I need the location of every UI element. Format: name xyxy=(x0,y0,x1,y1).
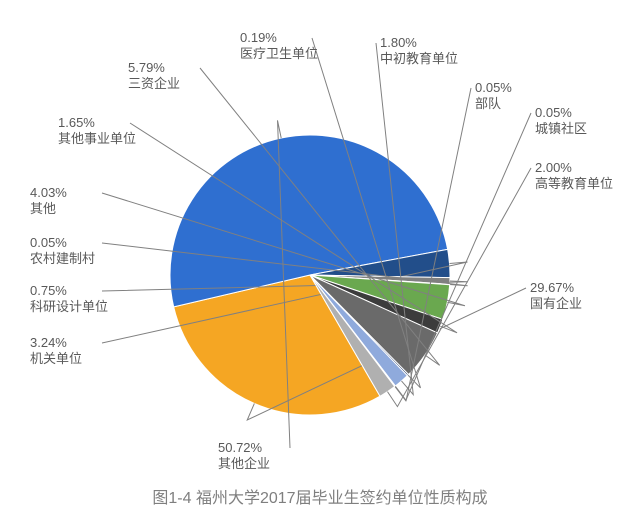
slice-label: 5.79%三资企业 xyxy=(128,60,180,93)
slice-label: 0.05%城镇社区 xyxy=(535,105,587,138)
slice-label: 50.72%其他企业 xyxy=(218,440,270,473)
slice-name: 城镇社区 xyxy=(535,121,587,137)
slice-name: 高等教育单位 xyxy=(535,176,613,192)
slice-label: 1.80%中初教育单位 xyxy=(380,35,458,68)
slice-label: 4.03%其他 xyxy=(30,185,67,218)
slice-percent: 4.03% xyxy=(30,185,67,201)
slice-name: 其他事业单位 xyxy=(58,131,136,147)
slice-label: 0.75%科研设计单位 xyxy=(30,283,108,316)
slice-name: 三资企业 xyxy=(128,76,180,92)
slice-name: 部队 xyxy=(475,96,512,112)
slice-percent: 1.80% xyxy=(380,35,458,51)
slice-percent: 0.75% xyxy=(30,283,108,299)
slice-percent: 0.19% xyxy=(240,30,318,46)
slice-name: 国有企业 xyxy=(530,296,582,312)
slice-percent: 29.67% xyxy=(530,280,582,296)
chart-caption: 图1-4 福州大学2017届毕业生签约单位性质构成 xyxy=(0,484,640,508)
slice-name: 医疗卫生单位 xyxy=(240,46,318,62)
slice-name: 机关单位 xyxy=(30,351,82,367)
slice-percent: 0.05% xyxy=(30,235,95,251)
slice-name: 中初教育单位 xyxy=(380,51,458,67)
slice-percent: 0.05% xyxy=(475,80,512,96)
slice-name: 其他企业 xyxy=(218,456,270,472)
slice-percent: 50.72% xyxy=(218,440,270,456)
slice-label: 0.05%部队 xyxy=(475,80,512,113)
slice-label: 3.24%机关单位 xyxy=(30,335,82,368)
slice-name: 科研设计单位 xyxy=(30,299,108,315)
slice-label: 29.67%国有企业 xyxy=(530,280,582,313)
slice-percent: 1.65% xyxy=(58,115,136,131)
slice-name: 农村建制村 xyxy=(30,251,95,267)
slice-percent: 3.24% xyxy=(30,335,82,351)
pie-chart xyxy=(0,0,640,500)
slice-percent: 5.79% xyxy=(128,60,180,76)
slice-percent: 2.00% xyxy=(535,160,613,176)
slice-label: 0.19%医疗卫生单位 xyxy=(240,30,318,63)
slice-percent: 0.05% xyxy=(535,105,587,121)
slice-label: 1.65%其他事业单位 xyxy=(58,115,136,148)
slice-label: 0.05%农村建制村 xyxy=(30,235,95,268)
slice-name: 其他 xyxy=(30,201,67,217)
slice-label: 2.00%高等教育单位 xyxy=(535,160,613,193)
